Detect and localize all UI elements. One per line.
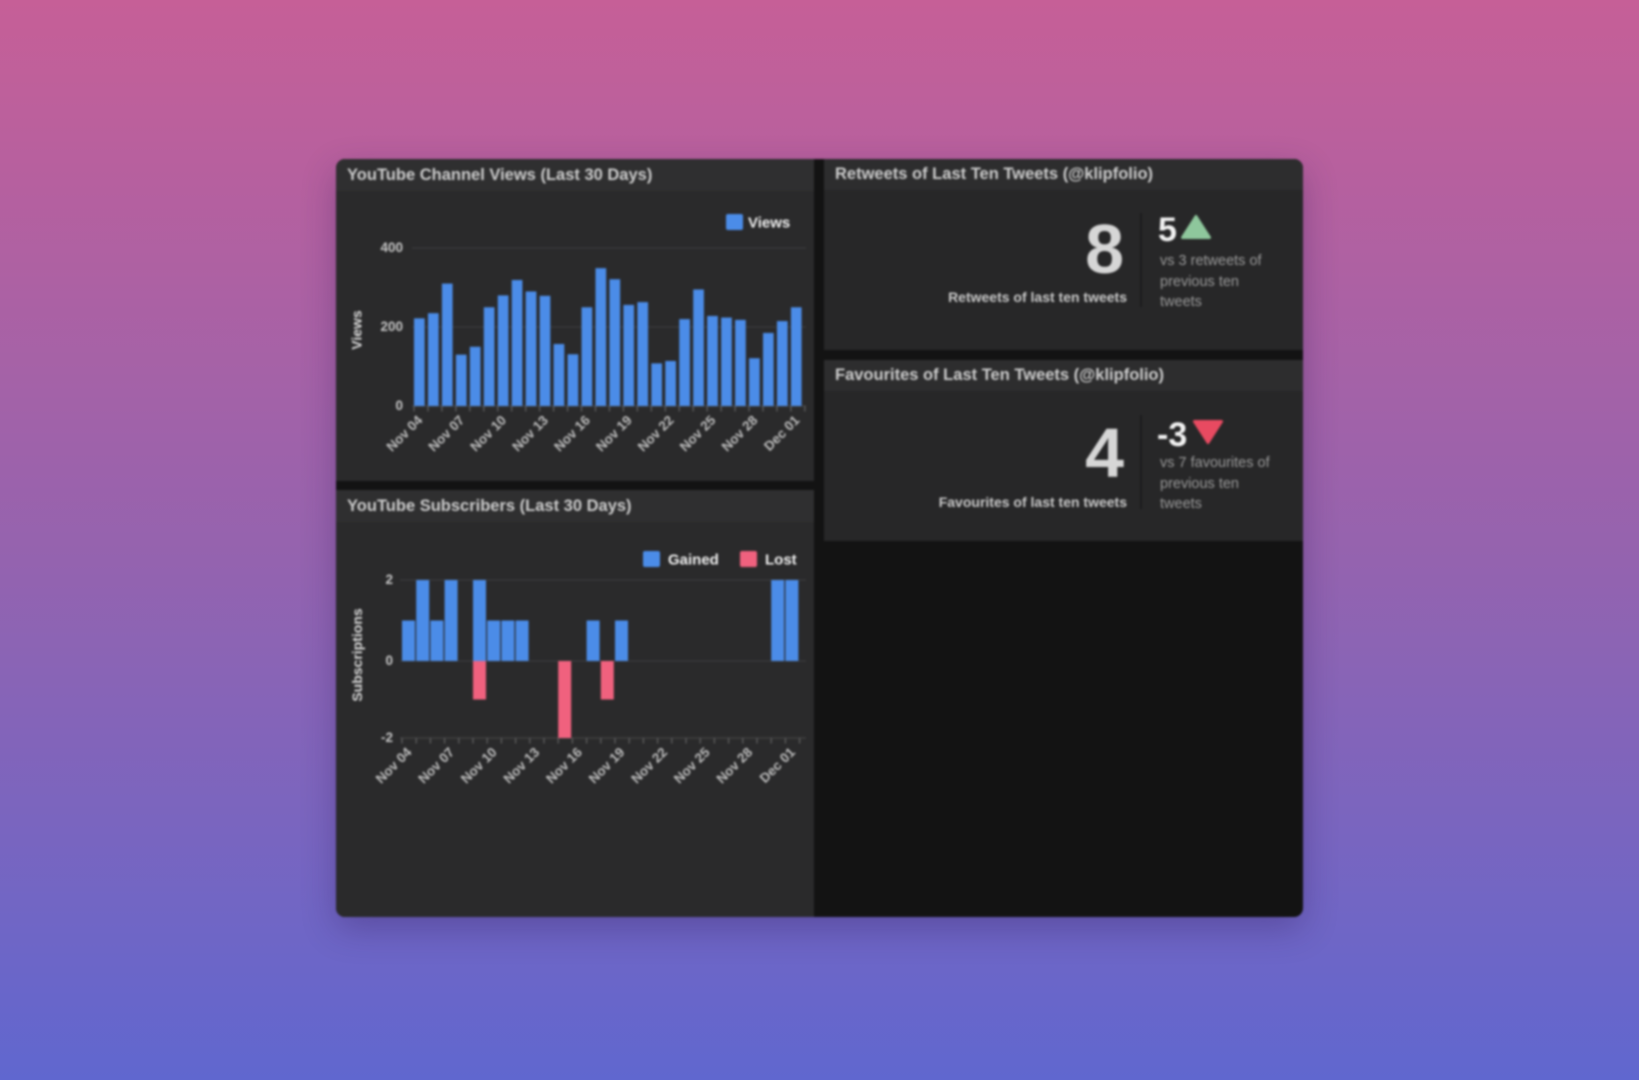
svg-text:Nov 28: Nov 28 <box>719 412 761 454</box>
svg-text:Nov 10: Nov 10 <box>467 413 509 455</box>
svg-text:Nov 28: Nov 28 <box>714 744 756 786</box>
svg-text:Dec 01: Dec 01 <box>761 412 803 454</box>
svg-text:Nov 07: Nov 07 <box>415 745 457 787</box>
svg-text:Nov 13: Nov 13 <box>509 412 551 454</box>
svg-text:Nov 22: Nov 22 <box>628 745 670 787</box>
svg-text:-2: -2 <box>381 730 393 745</box>
svg-text:0: 0 <box>385 653 393 668</box>
svg-text:Nov 25: Nov 25 <box>671 744 713 786</box>
svg-text:Nov 13: Nov 13 <box>501 744 543 786</box>
svg-text:Gained: Gained <box>668 552 719 569</box>
svg-text:2: 2 <box>385 572 393 587</box>
svg-text:Nov 19: Nov 19 <box>593 413 635 455</box>
svg-text:Nov 10: Nov 10 <box>458 745 500 787</box>
svg-text:Nov 07: Nov 07 <box>425 413 467 455</box>
svg-text:Nov 22: Nov 22 <box>635 413 677 455</box>
svg-text:Views: Views <box>748 215 790 232</box>
svg-text:200: 200 <box>380 319 403 334</box>
svg-text:400: 400 <box>380 240 403 255</box>
svg-text:Nov 19: Nov 19 <box>586 745 628 787</box>
svg-text:Views: Views <box>349 310 365 350</box>
svg-text:Nov 04: Nov 04 <box>384 412 426 454</box>
svg-text:Nov 04: Nov 04 <box>373 744 415 786</box>
svg-text:Lost: Lost <box>765 552 797 569</box>
svg-text:Subscriptions: Subscriptions <box>349 608 365 702</box>
svg-text:Nov 16: Nov 16 <box>551 412 593 454</box>
svg-text:Nov 25: Nov 25 <box>677 412 719 454</box>
svg-text:Nov 16: Nov 16 <box>543 744 585 786</box>
svg-text:0: 0 <box>395 398 403 413</box>
svg-text:Dec 01: Dec 01 <box>757 744 799 786</box>
